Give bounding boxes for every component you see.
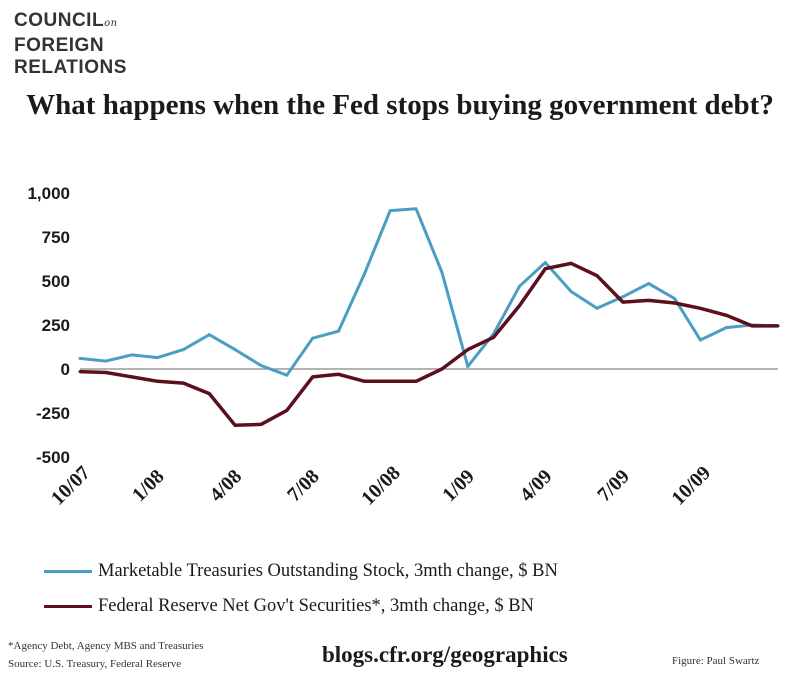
data-point-fed — [181, 381, 185, 385]
data-point-fed — [311, 375, 315, 379]
data-point-treasuries — [362, 272, 366, 276]
data-point-fed — [285, 408, 289, 412]
y-tick-label: 1,000 — [27, 184, 70, 203]
data-point-fed — [673, 301, 677, 305]
data-point-treasuries — [78, 356, 82, 360]
data-point-fed — [362, 379, 366, 383]
data-point-treasuries — [414, 207, 418, 211]
cfr-logo: COUNCILon FOREIGN RELATIONS — [14, 10, 127, 79]
data-point-treasuries — [595, 306, 599, 310]
logo-on: on — [104, 18, 118, 29]
x-tick-label: 4/09 — [516, 465, 557, 506]
data-point-treasuries — [621, 295, 625, 299]
x-tick-label: 7/09 — [593, 465, 634, 506]
data-point-treasuries — [259, 363, 263, 367]
x-tick-label: 10/08 — [357, 462, 405, 510]
logo-line-1: COUNCIL — [14, 10, 105, 31]
logo-line-3: RELATIONS — [14, 57, 127, 78]
x-tick-label: 1/08 — [128, 465, 169, 506]
data-point-fed — [492, 335, 496, 339]
data-point-treasuries — [517, 284, 521, 288]
x-tick-label: 10/07 — [47, 462, 95, 510]
data-point-fed — [621, 300, 625, 304]
series-line-treasuries — [79, 207, 779, 377]
x-tick-label: 4/08 — [206, 465, 247, 506]
data-point-fed — [698, 306, 702, 310]
data-point-treasuries — [130, 353, 134, 357]
y-tick-label: 750 — [42, 228, 70, 247]
data-point-fed — [440, 367, 444, 371]
data-point-fed — [207, 392, 211, 396]
data-point-treasuries — [156, 356, 160, 360]
y-tick-label: -500 — [36, 448, 70, 467]
data-point-fed — [414, 379, 418, 383]
footnote-source: Source: U.S. Treasury, Federal Reserve — [8, 658, 182, 670]
data-point-treasuries — [285, 373, 289, 377]
data-point-fed — [259, 422, 263, 426]
data-point-treasuries — [647, 282, 651, 286]
data-point-fed — [130, 375, 134, 379]
figure-credit: Figure: Paul Swartz — [672, 655, 760, 667]
legend-swatch-treasuries — [44, 570, 92, 573]
data-point-fed — [388, 379, 392, 383]
data-point-treasuries — [104, 359, 108, 363]
data-point-treasuries — [569, 290, 573, 294]
data-point-fed — [156, 379, 160, 383]
data-point-treasuries — [724, 326, 728, 330]
data-point-treasuries — [337, 329, 341, 333]
data-point-treasuries — [233, 348, 237, 352]
data-point-fed — [337, 372, 341, 376]
data-point-treasuries — [311, 336, 315, 340]
chart-title-text: What happens when the Fed stops buying g… — [26, 89, 774, 121]
logo-line-2: FOREIGN — [14, 35, 105, 56]
x-tick-label: 1/09 — [438, 465, 479, 506]
data-point-fed — [543, 267, 547, 271]
data-point-treasuries — [673, 297, 677, 301]
x-tick-label: 10/09 — [667, 462, 715, 510]
y-tick-label: 500 — [42, 272, 70, 291]
legend-item-fed: Federal Reserve Net Gov't Securities*, 3… — [44, 596, 534, 617]
data-point-treasuries — [543, 261, 547, 265]
data-point-treasuries — [698, 338, 702, 342]
site-url: blogs.cfr.org/geographics — [322, 642, 568, 667]
legend-swatch-fed — [44, 605, 92, 608]
data-point-treasuries — [388, 209, 392, 213]
data-point-fed — [724, 313, 728, 317]
data-point-fed — [517, 304, 521, 308]
data-point-fed — [233, 423, 237, 427]
footnote-agency: *Agency Debt, Agency MBS and Treasuries — [8, 640, 204, 652]
chart-title: What happens when the Fed stops buying g… — [0, 86, 800, 124]
data-point-fed — [569, 261, 573, 265]
data-point-fed — [750, 324, 754, 328]
y-tick-label: 250 — [42, 316, 70, 335]
data-point-fed — [647, 298, 651, 302]
data-point-treasuries — [207, 333, 211, 337]
data-point-treasuries — [181, 348, 185, 352]
legend-item-treasuries: Marketable Treasuries Outstanding Stock,… — [44, 561, 558, 582]
x-tick-label: 7/08 — [283, 465, 324, 506]
data-point-fed — [595, 274, 599, 278]
data-point-treasuries — [440, 270, 444, 274]
data-point-fed — [466, 348, 470, 352]
data-point-fed — [776, 324, 780, 328]
legend-label-treasuries: Marketable Treasuries Outstanding Stock,… — [98, 561, 558, 581]
legend-label-fed: Federal Reserve Net Gov't Securities*, 3… — [98, 596, 534, 616]
data-point-fed — [104, 371, 108, 375]
series-line-fed — [79, 261, 778, 428]
y-tick-label: -250 — [36, 404, 70, 423]
data-point-treasuries — [466, 364, 470, 368]
data-point-fed — [78, 370, 82, 374]
line-chart: -500 -250 0 250 500 750 1,000 10/07 1/08 4/08 7/08… — [27, 184, 780, 510]
y-tick-label: 0 — [61, 360, 70, 379]
